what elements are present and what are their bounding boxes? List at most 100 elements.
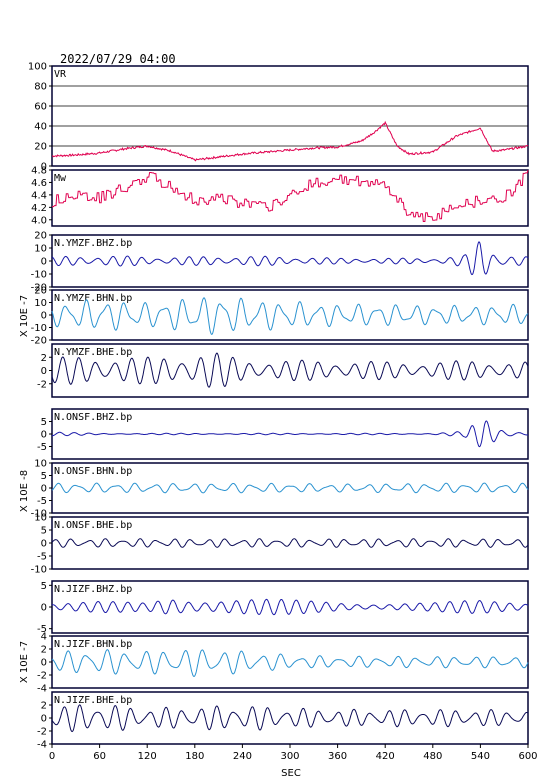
y-tick-label: 10 xyxy=(34,459,47,470)
panel-title: N.YMZF.BHZ.bp xyxy=(54,238,132,249)
group-scale-label: X 10E -7 xyxy=(19,295,30,337)
panel-9: -4 -2 0 2 4 N.JIZF.BHN.bp xyxy=(37,632,529,695)
series-line xyxy=(51,352,529,388)
panel-2: -20 -10 0 10 20 N.YMZF.BHZ.bp xyxy=(31,231,529,294)
y-tick-label: -5 xyxy=(37,624,47,635)
y-tick-label: 10 xyxy=(34,244,47,255)
panel-1: 4.04.2 4.44.64.8 Mw xyxy=(31,166,529,227)
y-tick-label: 0 xyxy=(41,658,47,669)
y-tick-label: 20 xyxy=(34,286,47,297)
y-tick-label: 0 xyxy=(41,162,47,173)
panel-frame xyxy=(51,169,529,227)
y-tick-label: -10 xyxy=(31,323,47,334)
y-tick-label: 4.2 xyxy=(31,203,47,214)
y-tick-label: 5 xyxy=(41,471,47,482)
panel-title: N.ONSF.BHZ.bp xyxy=(54,412,132,423)
y-tick-label: -2 xyxy=(37,379,47,390)
y-tick-label: -20 xyxy=(31,336,47,347)
y-tick-label: 0 xyxy=(41,539,47,550)
y-tick-label: 100 xyxy=(28,62,47,73)
y-tick-label: 0 xyxy=(41,714,47,725)
x-tick-label: 540 xyxy=(471,751,490,762)
y-tick-label: -20 xyxy=(31,283,47,294)
y-tick-label: 0 xyxy=(41,430,47,441)
y-tick-label: 40 xyxy=(34,122,47,133)
y-tick-label: 0 xyxy=(41,311,47,322)
y-tick-label: -5 xyxy=(37,552,47,563)
panel-title: N.YMZF.BHN.bp xyxy=(54,293,132,304)
panel-10: -4 -2 0 2 N.JIZF.BHE.bp xyxy=(37,691,529,751)
y-tick-label: 0 xyxy=(41,484,47,495)
series-line xyxy=(51,538,529,548)
x-tick-label: 600 xyxy=(518,751,537,762)
y-tick-label: 60 xyxy=(34,102,47,113)
panel-6: -10 -50 510 N.ONSF.BHN.bp xyxy=(31,459,529,520)
y-tick-label: 4.4 xyxy=(31,190,47,201)
y-tick-label: 5 xyxy=(41,417,47,428)
y-tick-label: -4 xyxy=(37,740,47,751)
y-tick-label: -4 xyxy=(37,684,47,695)
x-tick-label: 0 xyxy=(49,751,55,762)
series-line xyxy=(51,482,529,494)
panel-title: N.YMZF.BHE.bp xyxy=(54,347,132,358)
y-tick-label: -5 xyxy=(37,496,47,507)
y-tick-label: 2 xyxy=(41,645,47,656)
x-tick-label: 120 xyxy=(138,751,157,762)
series-line xyxy=(51,297,529,336)
y-tick-label: 2 xyxy=(41,353,47,364)
series-line xyxy=(52,169,529,222)
panel-title: N.ONSF.BHN.bp xyxy=(54,466,132,477)
y-tick-label: -10 xyxy=(31,509,47,520)
y-tick-label: 4.6 xyxy=(31,178,47,189)
series-line xyxy=(51,598,529,616)
x-tick-label: 360 xyxy=(328,751,347,762)
y-tick-label: 0 xyxy=(41,257,47,268)
x-tick-label: 480 xyxy=(423,751,442,762)
series-line xyxy=(51,704,529,733)
panel-title: N.JIZF.BHE.bp xyxy=(54,695,132,706)
y-tick-label: 0 xyxy=(41,366,47,377)
panel-4: -2 0 2 N.YMZF.BHE.bp xyxy=(37,343,529,398)
x-axis: 0 60 120 180 240 300 360 420 480 540 600 xyxy=(49,744,538,762)
y-tick-label: 5 xyxy=(41,526,47,537)
panels-group: 020406080100VR4.04.24.44.64.8Mw-20-10010… xyxy=(28,62,529,751)
y-tick-label: 20 xyxy=(34,142,47,153)
panel-title: N.JIZF.BHZ.bp xyxy=(54,584,132,595)
y-tick-label: 0 xyxy=(41,603,47,614)
y-tick-label: -2 xyxy=(37,727,47,738)
y-tick-label: 10 xyxy=(34,298,47,309)
x-tick-label: 300 xyxy=(280,751,299,762)
x-tick-label: 420 xyxy=(376,751,395,762)
panel-5: -50 5 N.ONSF.BHZ.bp xyxy=(37,408,529,460)
series-line xyxy=(51,649,529,677)
y-tick-label: 20 xyxy=(34,231,47,242)
y-tick-label: -5 xyxy=(37,442,47,453)
x-tick-label: 60 xyxy=(93,751,106,762)
panel-title: Mw xyxy=(54,173,67,184)
y-tick-label: -10 xyxy=(31,565,47,576)
panel-title: VR xyxy=(54,69,67,80)
x-axis-label: SEC xyxy=(281,768,301,779)
x-tick-label: 180 xyxy=(185,751,204,762)
series-line xyxy=(52,420,529,448)
panel-title: N.ONSF.BHE.bp xyxy=(54,520,132,531)
panel-title: N.JIZF.BHN.bp xyxy=(54,639,132,650)
panel-frame xyxy=(51,65,529,167)
series-line xyxy=(51,241,529,276)
y-tick-label: 4.0 xyxy=(31,215,47,226)
timestamp-title: 2022/07/29 04:00 xyxy=(60,52,176,66)
panel-0: 0 20 40 60 80 100 VR xyxy=(28,62,529,173)
series-line xyxy=(51,120,529,162)
group-scale-label: X 10E -8 xyxy=(19,470,30,512)
y-tick-label: 4 xyxy=(41,632,47,643)
y-tick-label: -2 xyxy=(37,671,47,682)
y-tick-label: 80 xyxy=(34,82,47,93)
x-tick-label: 240 xyxy=(233,751,252,762)
group-scale-label: X 10E -7 xyxy=(19,641,30,683)
y-tick-label: 2 xyxy=(41,701,47,712)
panel-7: -10 -5 0 5 10 N.ONSF.BHE.bp xyxy=(31,513,529,576)
y-tick-label: 4.8 xyxy=(31,166,47,177)
panel-8: -5 0 5 N.JIZF.BHZ.bp xyxy=(37,580,529,635)
